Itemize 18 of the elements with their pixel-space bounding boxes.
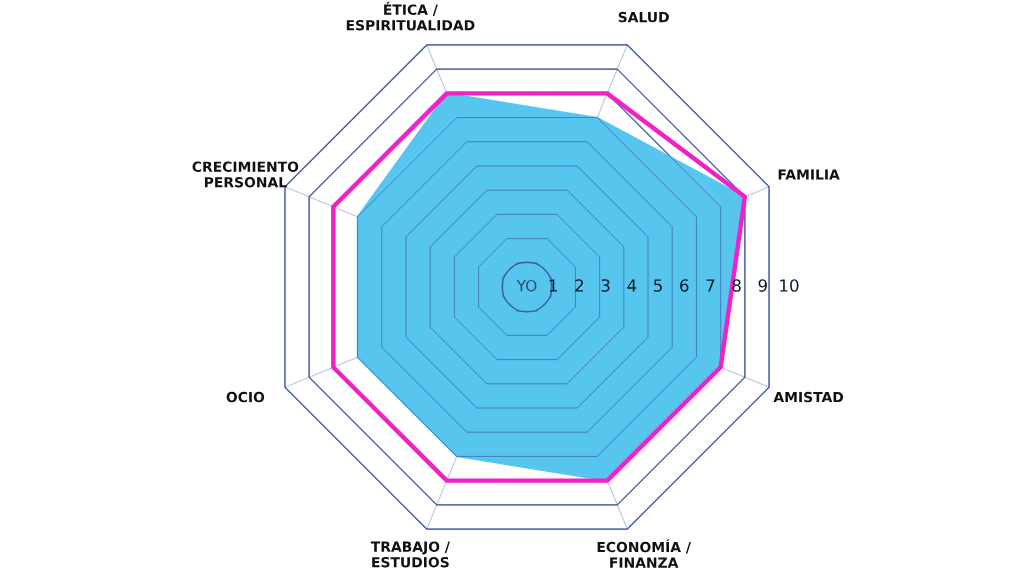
text: YO <box>516 279 537 292</box>
y-tick-label: 7 <box>706 279 715 292</box>
spoke-label: FAMILIA <box>778 169 840 180</box>
spoke-label: CRECIMIENTO PERSONAL <box>192 161 299 188</box>
spoke-label: SALUD <box>618 11 669 23</box>
spoke-label: TRABAJO / ESTUDIOS <box>370 541 450 568</box>
spoke-label: OCIO <box>226 391 265 403</box>
y-tick-label: 4 <box>627 279 637 292</box>
y-tick-label: 9 <box>758 279 767 292</box>
y-tick-label: 5 <box>653 279 662 292</box>
spoke-label: ÉTICA / ESPIRITUALIDAD <box>346 1 475 31</box>
y-tick-label: 3 <box>601 279 610 292</box>
y-tick-label: 1 <box>549 279 557 292</box>
y-tick-label: 6 <box>680 279 689 292</box>
y-tick-label: 10 <box>780 279 799 292</box>
spoke-label: ECONOMÍA / FINANZA <box>597 539 691 568</box>
spoke-label: AMISTAD <box>773 391 844 403</box>
y-tick-label: 2 <box>575 279 584 292</box>
